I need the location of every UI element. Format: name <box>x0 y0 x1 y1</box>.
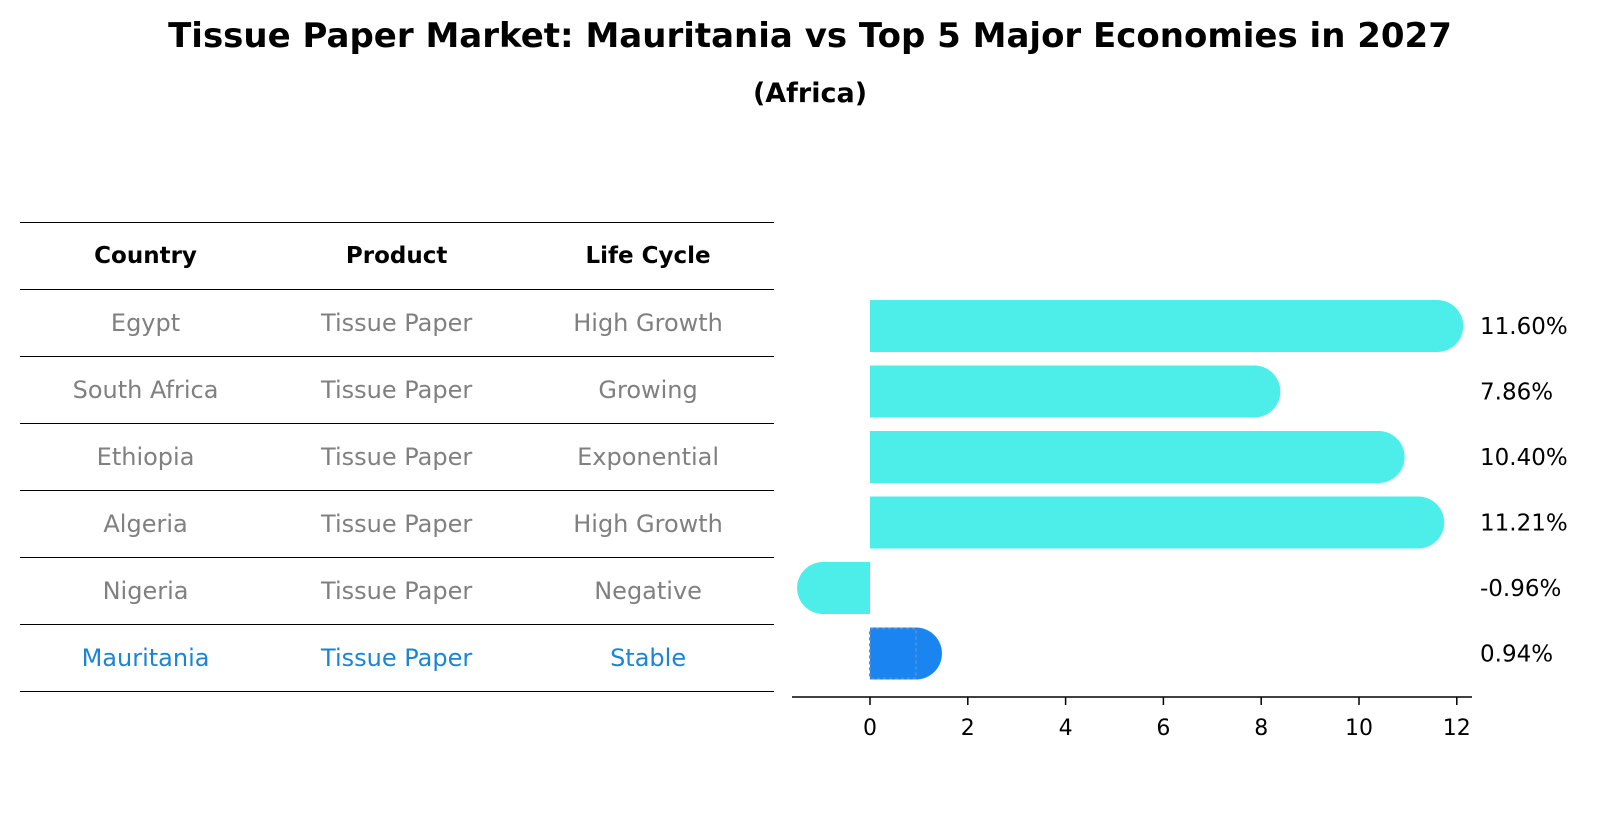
table-row: Ethiopia Tissue Paper Exponential <box>20 423 774 491</box>
value-label: 10.40% <box>1480 445 1568 471</box>
table-row-highlighted: Mauritania Tissue Paper Stable <box>20 624 774 692</box>
header-country: Country <box>20 222 272 290</box>
header-life-cycle: Life Cycle <box>522 222 774 290</box>
cell-country: Algeria <box>20 490 272 558</box>
comparison-table: Country Product Life Cycle Egypt Tissue … <box>20 222 774 692</box>
cell-country: Mauritania <box>20 624 272 692</box>
cell-product: Tissue Paper <box>271 289 523 357</box>
cell-product: Tissue Paper <box>271 624 523 692</box>
x-tick-label: 8 <box>1254 716 1268 741</box>
cell-product: Tissue Paper <box>271 423 523 491</box>
bar-nigeria <box>797 562 870 614</box>
x-tick-label: 0 <box>863 716 877 741</box>
cell-life-cycle: Growing <box>522 356 774 424</box>
bar-egypt <box>870 300 1464 352</box>
cell-country: Nigeria <box>20 557 272 625</box>
x-tick-label: 2 <box>961 716 975 741</box>
value-label: -0.96% <box>1480 576 1561 602</box>
value-label: 0.94% <box>1480 642 1553 668</box>
header-product: Product <box>271 222 523 290</box>
chart-title: Tissue Paper Market: Mauritania vs Top 5… <box>168 16 1452 56</box>
cell-country: Ethiopia <box>20 423 272 491</box>
cell-product: Tissue Paper <box>271 356 523 424</box>
bar-mauritania <box>869 627 942 680</box>
x-tick-label: 10 <box>1345 716 1373 741</box>
cell-life-cycle: High Growth <box>522 490 774 558</box>
x-tick-label: 6 <box>1156 716 1170 741</box>
cell-life-cycle: Exponential <box>522 423 774 491</box>
value-label: 11.60% <box>1480 314 1568 340</box>
bar-algeria <box>870 496 1445 549</box>
cell-country: Egypt <box>20 289 272 357</box>
table-row: Egypt Tissue Paper High Growth <box>20 289 774 357</box>
x-tick-label: 12 <box>1443 716 1471 741</box>
chart-subtitle: (Africa) <box>752 78 868 109</box>
table-header-row: Country Product Life Cycle <box>20 222 774 290</box>
value-label: 7.86% <box>1480 380 1553 406</box>
cell-life-cycle: High Growth <box>522 289 774 357</box>
cell-product: Tissue Paper <box>271 490 523 558</box>
cell-life-cycle: Negative <box>522 557 774 625</box>
x-tick-label: 4 <box>1059 716 1073 741</box>
table-row: South Africa Tissue Paper Growing <box>20 356 774 424</box>
bar-ethiopia <box>870 431 1405 483</box>
table-row: Nigeria Tissue Paper Negative <box>20 557 774 625</box>
cell-country: South Africa <box>20 356 272 424</box>
cell-product: Tissue Paper <box>271 557 523 625</box>
bar-south-africa <box>870 365 1281 418</box>
cell-life-cycle: Stable <box>522 624 774 692</box>
value-label: 11.21% <box>1480 511 1568 537</box>
table-row: Algeria Tissue Paper High Growth <box>20 490 774 558</box>
